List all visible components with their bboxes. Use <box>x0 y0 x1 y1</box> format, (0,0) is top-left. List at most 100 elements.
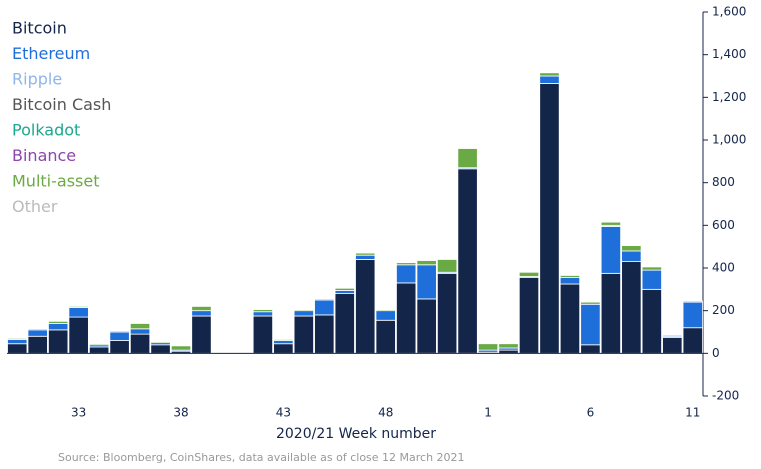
bar-segment <box>682 301 703 329</box>
bar-segment <box>191 315 212 354</box>
bar-segment <box>621 250 642 263</box>
bar-segment <box>559 275 581 279</box>
x-tick-label: 43 <box>276 406 291 420</box>
bar-segment <box>88 343 110 346</box>
bar-segment <box>539 72 560 77</box>
bar-segment <box>416 260 437 266</box>
bar-segment <box>314 298 335 301</box>
y-tick-label: 200 <box>712 303 735 317</box>
bar-segment <box>416 298 437 354</box>
y-tick-label: 1,000 <box>712 133 746 147</box>
x-tick-label: 6 <box>587 406 595 420</box>
bar-segment <box>457 148 478 169</box>
bar-segment <box>600 221 622 226</box>
bar-segment <box>559 283 581 354</box>
bar-segment <box>27 329 48 337</box>
y-tick-label: 800 <box>712 175 735 189</box>
bar-segment <box>109 331 130 341</box>
bar-segment <box>273 339 294 341</box>
bar-segment <box>600 272 622 354</box>
bar-segment <box>314 299 335 316</box>
y-tick-label: -200 <box>712 389 739 403</box>
bar-segment <box>396 282 417 354</box>
bar-segment <box>334 289 355 294</box>
bar-segment <box>416 264 437 300</box>
legend-entry: Bitcoin <box>12 19 67 38</box>
bar-segment <box>518 271 540 277</box>
bar-segment <box>68 307 89 318</box>
x-tick-label: 48 <box>378 406 393 420</box>
bar-segment <box>396 264 417 284</box>
y-tick-label: 600 <box>712 218 735 232</box>
y-tick-label: 400 <box>712 261 735 275</box>
bar-segment <box>48 329 69 354</box>
bar-segment <box>355 259 376 354</box>
legend-entry: Multi-asset <box>12 172 99 191</box>
bar-segment <box>7 339 28 345</box>
bar-segment <box>682 327 703 354</box>
bar-segment <box>48 320 69 324</box>
bar-segment <box>191 305 212 312</box>
bar-segment <box>580 301 601 305</box>
x-tick-label: 38 <box>173 406 188 420</box>
bar-segment <box>129 328 151 335</box>
bar-segment <box>211 351 233 354</box>
bar-segment <box>334 287 355 291</box>
bar-segment <box>580 344 601 354</box>
bar-segment <box>27 328 48 331</box>
bar-segment <box>436 272 458 354</box>
bar-segment <box>498 343 519 349</box>
bar-segment <box>68 316 89 354</box>
bar-segment <box>293 310 314 317</box>
bar-segment <box>600 225 622 274</box>
bar-segment <box>252 309 274 313</box>
x-tick-label: 11 <box>685 406 700 420</box>
bar-segment <box>477 343 499 351</box>
y-tick-label: 0 <box>712 346 720 360</box>
bar-segment <box>88 346 110 354</box>
y-tick-label: 1,400 <box>712 47 746 61</box>
bar-segment <box>293 309 314 312</box>
bar-segment <box>129 333 151 354</box>
bar-segment <box>457 168 478 354</box>
bar-segment <box>355 254 376 260</box>
bar-segment <box>375 319 396 354</box>
bar-segment <box>375 310 396 321</box>
legend-entry: Binance <box>12 146 76 165</box>
bar-segment <box>191 310 212 317</box>
bar-segment <box>48 323 69 331</box>
bar-segment <box>641 266 662 271</box>
bar-segment <box>621 261 642 354</box>
legend-entry: Bitcoin Cash <box>12 95 111 114</box>
bar-segment <box>273 343 294 354</box>
bar-segment <box>539 83 560 354</box>
bar-segment <box>682 300 703 303</box>
bar-segment <box>7 343 28 354</box>
bar-segment <box>559 277 581 285</box>
bar-segment <box>375 309 396 312</box>
y-tick-label: 1,600 <box>712 5 746 19</box>
bar-segment <box>436 259 458 273</box>
bar-segment <box>170 345 192 351</box>
bar-segment <box>662 336 683 354</box>
bar-segment <box>334 293 355 354</box>
legend-entry: Other <box>12 197 58 216</box>
bar-segment <box>641 288 662 354</box>
bar-segment <box>273 340 294 345</box>
bar-segment <box>129 323 151 330</box>
bar-segment <box>252 311 274 317</box>
bar-segment <box>518 277 540 354</box>
legend-entry: Polkadot <box>12 121 80 140</box>
y-tick-label: 1,200 <box>712 90 746 104</box>
bar-segment <box>7 337 28 340</box>
bar-segment <box>641 269 662 290</box>
bar-segment <box>252 315 274 354</box>
legend-entry: Ethereum <box>12 44 90 63</box>
bar-segment <box>314 314 335 354</box>
bar-segment <box>293 315 314 354</box>
bar-segment <box>396 262 417 266</box>
bar-segment <box>150 341 171 344</box>
bar-segment <box>621 245 642 252</box>
bar-segment <box>109 340 130 354</box>
